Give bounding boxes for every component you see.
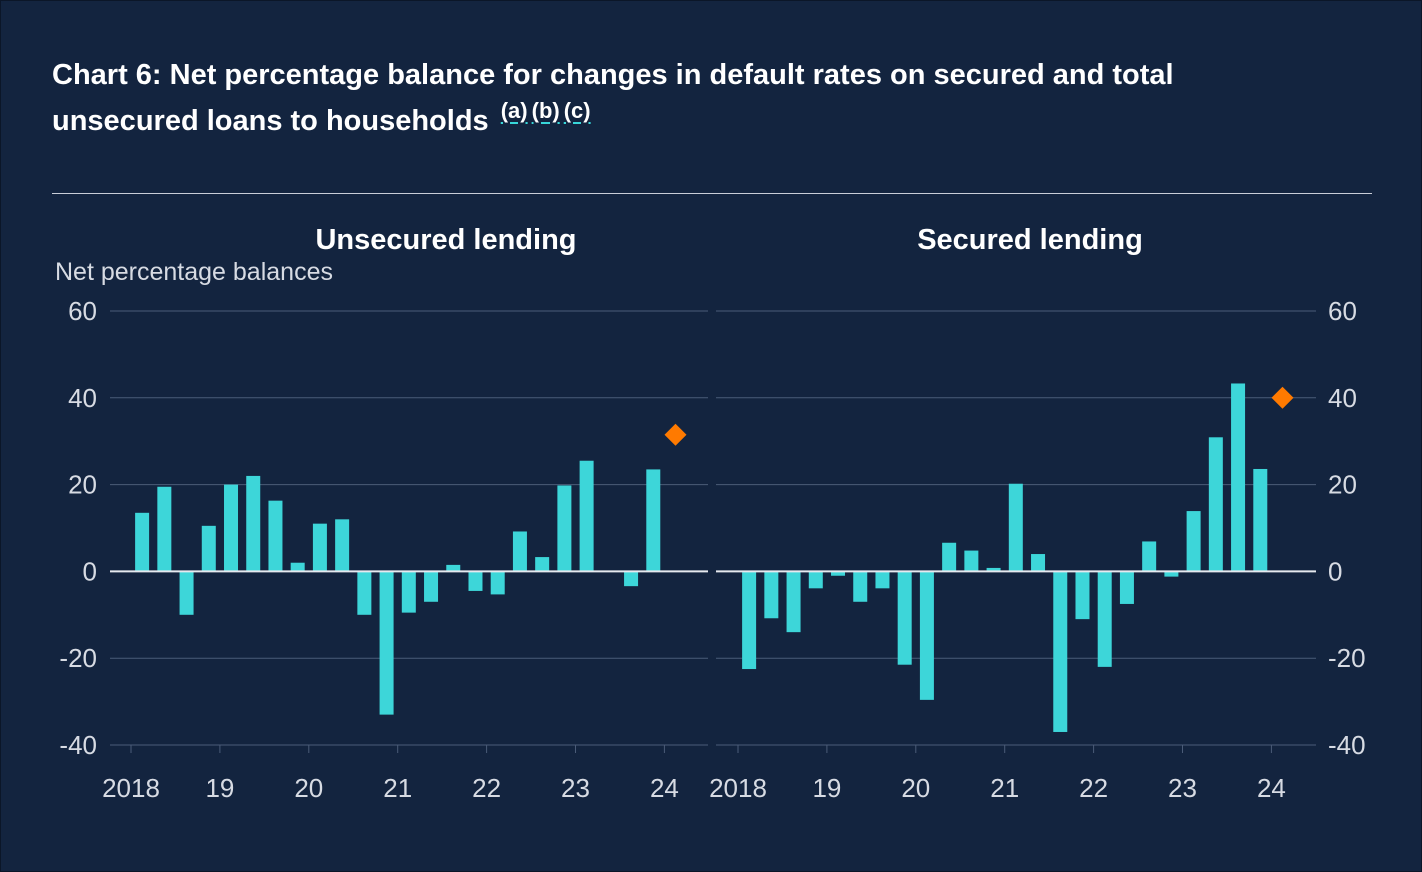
- bar: [1008, 483, 1023, 572]
- y-tick-label: -40: [1328, 730, 1366, 760]
- y-tick-label: 20: [68, 470, 97, 500]
- bar: [579, 460, 594, 572]
- bar: [557, 485, 572, 572]
- chart-title: Chart 6: Net percentage balance for chan…: [52, 52, 1352, 146]
- bar: [1053, 571, 1068, 732]
- x-tick-label: 2018: [709, 773, 767, 803]
- bar: [268, 500, 283, 572]
- bar: [808, 571, 823, 589]
- bar: [1231, 383, 1246, 572]
- y-tick-label: -20: [1328, 643, 1366, 673]
- bar: [624, 571, 639, 587]
- y-tick-label: 60: [68, 296, 97, 326]
- bar: [786, 571, 801, 633]
- bar: [942, 542, 957, 572]
- x-tick-label: 22: [1079, 773, 1108, 803]
- bar: [875, 571, 890, 589]
- x-tick-label: 19: [205, 773, 234, 803]
- bar: [919, 571, 934, 700]
- bar: [201, 525, 216, 572]
- expectation-marker: [1271, 386, 1294, 409]
- bar: [1075, 571, 1090, 620]
- footnote-link-b[interactable]: (b): [531, 98, 560, 123]
- x-tick-label: 23: [561, 773, 590, 803]
- x-tick-label: 21: [383, 773, 412, 803]
- x-tick-label: 20: [294, 773, 323, 803]
- bar: [535, 557, 550, 572]
- y-tick-label: 40: [1328, 383, 1357, 413]
- bar: [1253, 468, 1268, 572]
- bar: [1142, 541, 1157, 572]
- chart-title-line-2: unsecured loans to households (a) (b) (c): [52, 98, 1352, 146]
- x-tick-label: 2018: [102, 773, 160, 803]
- x-tick-label: 23: [1168, 773, 1197, 803]
- bar: [179, 571, 194, 615]
- bar: [157, 486, 172, 572]
- x-tick-label: 19: [812, 773, 841, 803]
- bar: [290, 562, 305, 572]
- bar: [831, 571, 846, 576]
- bar: [335, 519, 350, 572]
- bar: [468, 571, 483, 591]
- bar: [312, 523, 327, 572]
- bar: [897, 571, 912, 665]
- y-tick-label: 60: [1328, 296, 1357, 326]
- bar: [401, 571, 416, 613]
- y-tick-label: -40: [59, 730, 97, 760]
- panel-title-unsecured: Unsecured lending: [315, 224, 576, 256]
- bar: [512, 531, 527, 572]
- panel-title-secured: Secured lending: [917, 224, 1143, 256]
- bar: [246, 475, 261, 572]
- bar: [357, 571, 372, 615]
- bar: [1097, 571, 1112, 667]
- y-tick-label: -20: [59, 643, 97, 673]
- x-tick-label: 21: [990, 773, 1019, 803]
- bar: [1031, 554, 1046, 572]
- bar: [379, 571, 394, 715]
- y-tick-label: 20: [1328, 470, 1357, 500]
- bar: [446, 564, 461, 572]
- bar: [764, 571, 779, 619]
- expectation-marker: [664, 423, 687, 446]
- bar: [224, 484, 239, 572]
- y-tick-label: 0: [1328, 556, 1342, 586]
- chart-title-line-1: Chart 6: Net percentage balance for chan…: [52, 59, 1174, 91]
- title-divider: [52, 193, 1372, 194]
- bar: [742, 571, 757, 670]
- bar: [135, 512, 150, 572]
- bar: [490, 571, 505, 595]
- bar: [646, 469, 661, 572]
- x-tick-label: 24: [650, 773, 679, 803]
- y-tick-label: 0: [83, 556, 97, 586]
- bar: [424, 571, 439, 602]
- bar: [986, 567, 1001, 572]
- bar: [964, 550, 979, 572]
- x-tick-label: 22: [472, 773, 501, 803]
- bar: [1119, 571, 1134, 604]
- footnote-link-c[interactable]: (c): [563, 98, 591, 123]
- y-axis-label: Net percentage balances: [55, 258, 333, 286]
- chart-title-line-2-text: unsecured loans to households: [52, 105, 489, 137]
- bar: [1208, 437, 1223, 572]
- footnote-link-a[interactable]: (a): [500, 98, 528, 123]
- bar: [1164, 571, 1179, 577]
- x-tick-label: 24: [1257, 773, 1286, 803]
- y-tick-label: 40: [68, 383, 97, 413]
- x-tick-label: 20: [901, 773, 930, 803]
- bar: [853, 571, 868, 602]
- bar: [1186, 511, 1201, 572]
